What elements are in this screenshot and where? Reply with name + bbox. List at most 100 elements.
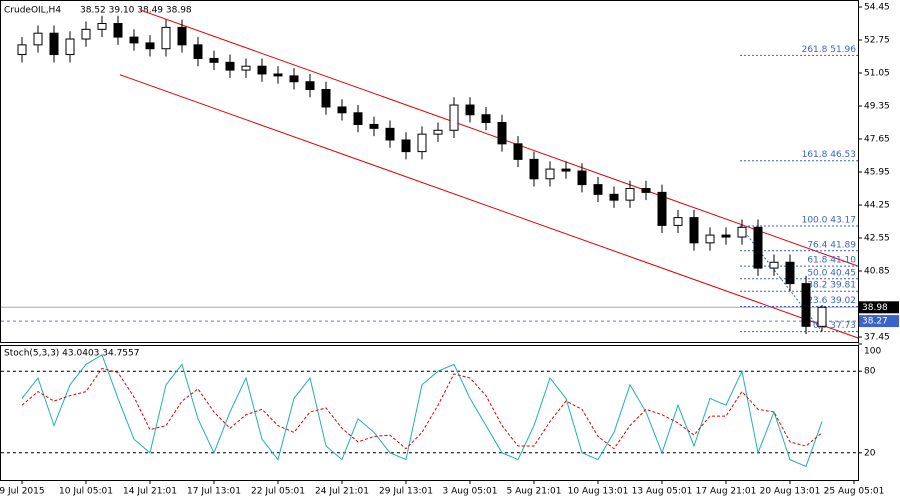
fib-label: 261.8 51.96 <box>802 45 857 55</box>
candle-body <box>193 44 203 59</box>
candle-body <box>337 106 347 114</box>
y-tick-label: 51.05 <box>864 69 890 79</box>
ind-tick-label: 80 <box>864 367 876 377</box>
stoch-line <box>21 367 823 450</box>
candle-body <box>785 261 795 285</box>
ohlc-readout: 38.52 39.10 38.49 38.98 <box>80 6 192 16</box>
candle-body <box>353 112 363 125</box>
candle-body <box>49 32 59 56</box>
channel-lower <box>119 74 859 339</box>
candle-body <box>689 217 699 244</box>
candle-body <box>449 104 459 131</box>
candle-body <box>305 81 315 90</box>
ask-marker <box>859 315 899 328</box>
y-tick-label: 47.65 <box>864 135 890 145</box>
ask-label: 38.27 <box>862 317 888 327</box>
x-tick-label: 3 Aug 05:01 <box>443 487 498 497</box>
x-tick-label: 29 Jul 13:01 <box>379 487 433 497</box>
bid-marker <box>859 301 899 314</box>
y-tick-label: 44.25 <box>864 201 890 211</box>
candle-body <box>145 42 155 50</box>
x-tick-label: 22 Jul 05:01 <box>251 487 305 497</box>
x-tick-label: 25 Aug 05:01 <box>824 487 885 497</box>
y-tick-label: 42.55 <box>864 234 890 244</box>
candle-body <box>257 65 267 75</box>
candle-body <box>657 191 667 226</box>
x-tick-label: 17 Jul 13:01 <box>187 487 241 497</box>
candle-body <box>545 168 555 180</box>
x-tick-label: 5 Aug 21:01 <box>507 487 562 497</box>
fib-label: 61.8 41.10 <box>807 256 856 266</box>
fib-label: 161.8 46.53 <box>802 150 856 160</box>
candle-body <box>401 139 411 153</box>
candle-body <box>369 123 379 129</box>
candle-body <box>465 104 475 116</box>
candle-body <box>529 158 539 180</box>
candle-body <box>561 168 571 172</box>
candle-body <box>97 23 107 30</box>
x-tick-label: 9 Jul 2015 <box>0 487 45 497</box>
candle-body <box>417 133 427 153</box>
fib-label: 50.0 40.45 <box>807 268 856 278</box>
candle-body <box>273 73 283 77</box>
candle-body <box>481 114 491 123</box>
candle-body <box>385 127 395 141</box>
stoch-line <box>21 354 823 468</box>
candle-body <box>33 32 43 46</box>
x-tick-label: 24 Jul 21:01 <box>315 487 369 497</box>
candle-body <box>769 261 779 269</box>
indicator-panel <box>0 345 859 481</box>
y-tick-label: 37.45 <box>864 333 890 343</box>
candle-body <box>289 75 299 83</box>
price-panel <box>0 0 859 343</box>
y-tick-label: 52.75 <box>864 36 890 46</box>
candle-body <box>753 226 763 269</box>
candle-body <box>161 26 171 50</box>
bid-label: 38.98 <box>862 303 888 313</box>
candle-body <box>113 23 123 38</box>
candle-body <box>609 193 619 201</box>
fib-label: 100.0 43.17 <box>802 215 856 225</box>
candle-body <box>241 65 251 71</box>
fib-label: 76.4 41.89 <box>807 240 856 250</box>
x-tick-label: 20 Aug 13:01 <box>760 487 821 497</box>
symbol: CrudeOIL,H4 <box>4 6 61 16</box>
candle-body <box>497 122 507 145</box>
candle-body <box>321 89 331 108</box>
indicator-title: Stoch(5,3,3) 43.0403 34.7557 <box>4 349 139 359</box>
candle-body <box>817 306 827 327</box>
candle-body <box>65 38 75 56</box>
candle-body <box>801 283 811 327</box>
x-tick-label: 10 Jul 05:01 <box>59 487 113 497</box>
candle-body <box>593 184 603 195</box>
x-tick-label: 10 Aug 13:01 <box>568 487 629 497</box>
candle-body <box>625 188 635 201</box>
ind-tick-label: 20 <box>864 448 876 458</box>
fib-label: 23.6 39.02 <box>807 296 856 306</box>
candle-body <box>17 44 27 56</box>
candle-body <box>81 28 91 40</box>
candle-body <box>209 57 219 63</box>
y-tick-label: 45.95 <box>864 168 890 178</box>
fib-label: 0.0 37.73 <box>813 321 856 331</box>
candle-body <box>129 36 139 44</box>
ind-tick-label: 100 <box>864 347 881 357</box>
candle-body <box>721 234 731 238</box>
candle-body <box>641 188 651 193</box>
candle-body <box>577 170 587 186</box>
candle-body <box>673 217 683 226</box>
y-tick-label: 49.35 <box>864 102 890 112</box>
candle-body <box>737 226 747 238</box>
candle-body <box>433 129 443 135</box>
fib-label: 38.2 39.81 <box>807 281 856 291</box>
candle-body <box>177 26 187 46</box>
candle-body <box>225 61 235 71</box>
x-tick-label: 13 Aug 05:01 <box>632 487 693 497</box>
y-tick-label: 40.85 <box>864 267 890 277</box>
candle-body <box>705 234 715 244</box>
candle-body <box>513 143 523 160</box>
x-tick-label: 17 Aug 21:01 <box>696 487 757 497</box>
y-tick-label: 54.45 <box>864 3 890 13</box>
x-tick-label: 14 Jul 21:01 <box>123 487 177 497</box>
